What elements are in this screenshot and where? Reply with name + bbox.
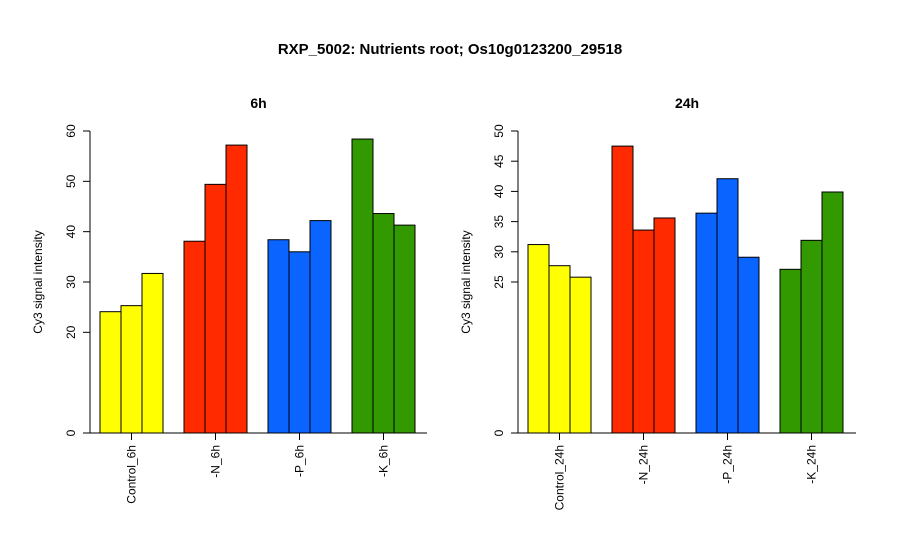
x-tick-label: -K_6h [377, 445, 391, 477]
bar [569, 276, 592, 434]
x-tick-label: -P_6h [293, 445, 307, 477]
bar [737, 256, 760, 434]
y-tick-label: 50 [492, 124, 506, 138]
bar [821, 191, 844, 434]
y-tick-label: 30 [64, 275, 78, 289]
y-tick-label: 0 [492, 429, 506, 436]
bar [267, 239, 290, 434]
y-tick-label: 35 [492, 215, 506, 229]
bar [779, 268, 802, 434]
bar [632, 229, 655, 434]
bar [393, 224, 416, 434]
bar [716, 178, 739, 434]
bar [204, 183, 227, 434]
bar [653, 217, 676, 434]
panel-title: 24h [675, 95, 699, 111]
x-tick-label: Control_6h [125, 445, 139, 504]
bar [225, 144, 248, 434]
y-tick-label: 40 [64, 225, 78, 239]
bar [141, 272, 164, 434]
x-tick-label: -K_24h [805, 445, 819, 484]
panel-title: 6h [250, 95, 266, 111]
x-tick-label: -N_6h [209, 445, 223, 478]
bar [527, 244, 550, 434]
y-tick-label: 50 [64, 174, 78, 188]
bar [99, 311, 122, 434]
bar [309, 220, 332, 434]
chart-panel-6h: 6h Cy3 signal intensity Control_6h -N_6h -P_… [31, 95, 427, 504]
y-tick-label: 30 [492, 245, 506, 259]
bar [183, 240, 206, 434]
y-tick-label: 25 [492, 275, 506, 289]
y-tick-label: 60 [64, 124, 78, 138]
y-axis-label: Cy3 signal intensity [31, 230, 45, 333]
bar [351, 138, 374, 434]
bar [120, 305, 143, 434]
chart-panel-24h: 24h Cy3 signal intensity Control_24h -N_24h… [459, 95, 856, 510]
y-axis-label: Cy3 signal intensity [459, 230, 473, 333]
bar [288, 251, 311, 434]
y-tick-label: 45 [492, 154, 506, 168]
x-tick-label: -N_24h [637, 445, 651, 484]
bar [548, 265, 571, 434]
y-tick-label: 0 [64, 429, 78, 436]
x-tick-label: Control_24h [553, 445, 567, 510]
bar [800, 239, 823, 434]
y-tick-label: 20 [64, 325, 78, 339]
bar [611, 145, 634, 434]
bar [372, 213, 395, 434]
figure-title: RXP_5002: Nutrients root; Os10g0123200_2… [278, 41, 622, 58]
y-tick-label: 40 [492, 184, 506, 198]
bar [695, 212, 718, 434]
x-tick-label: -P_24h [721, 445, 735, 484]
